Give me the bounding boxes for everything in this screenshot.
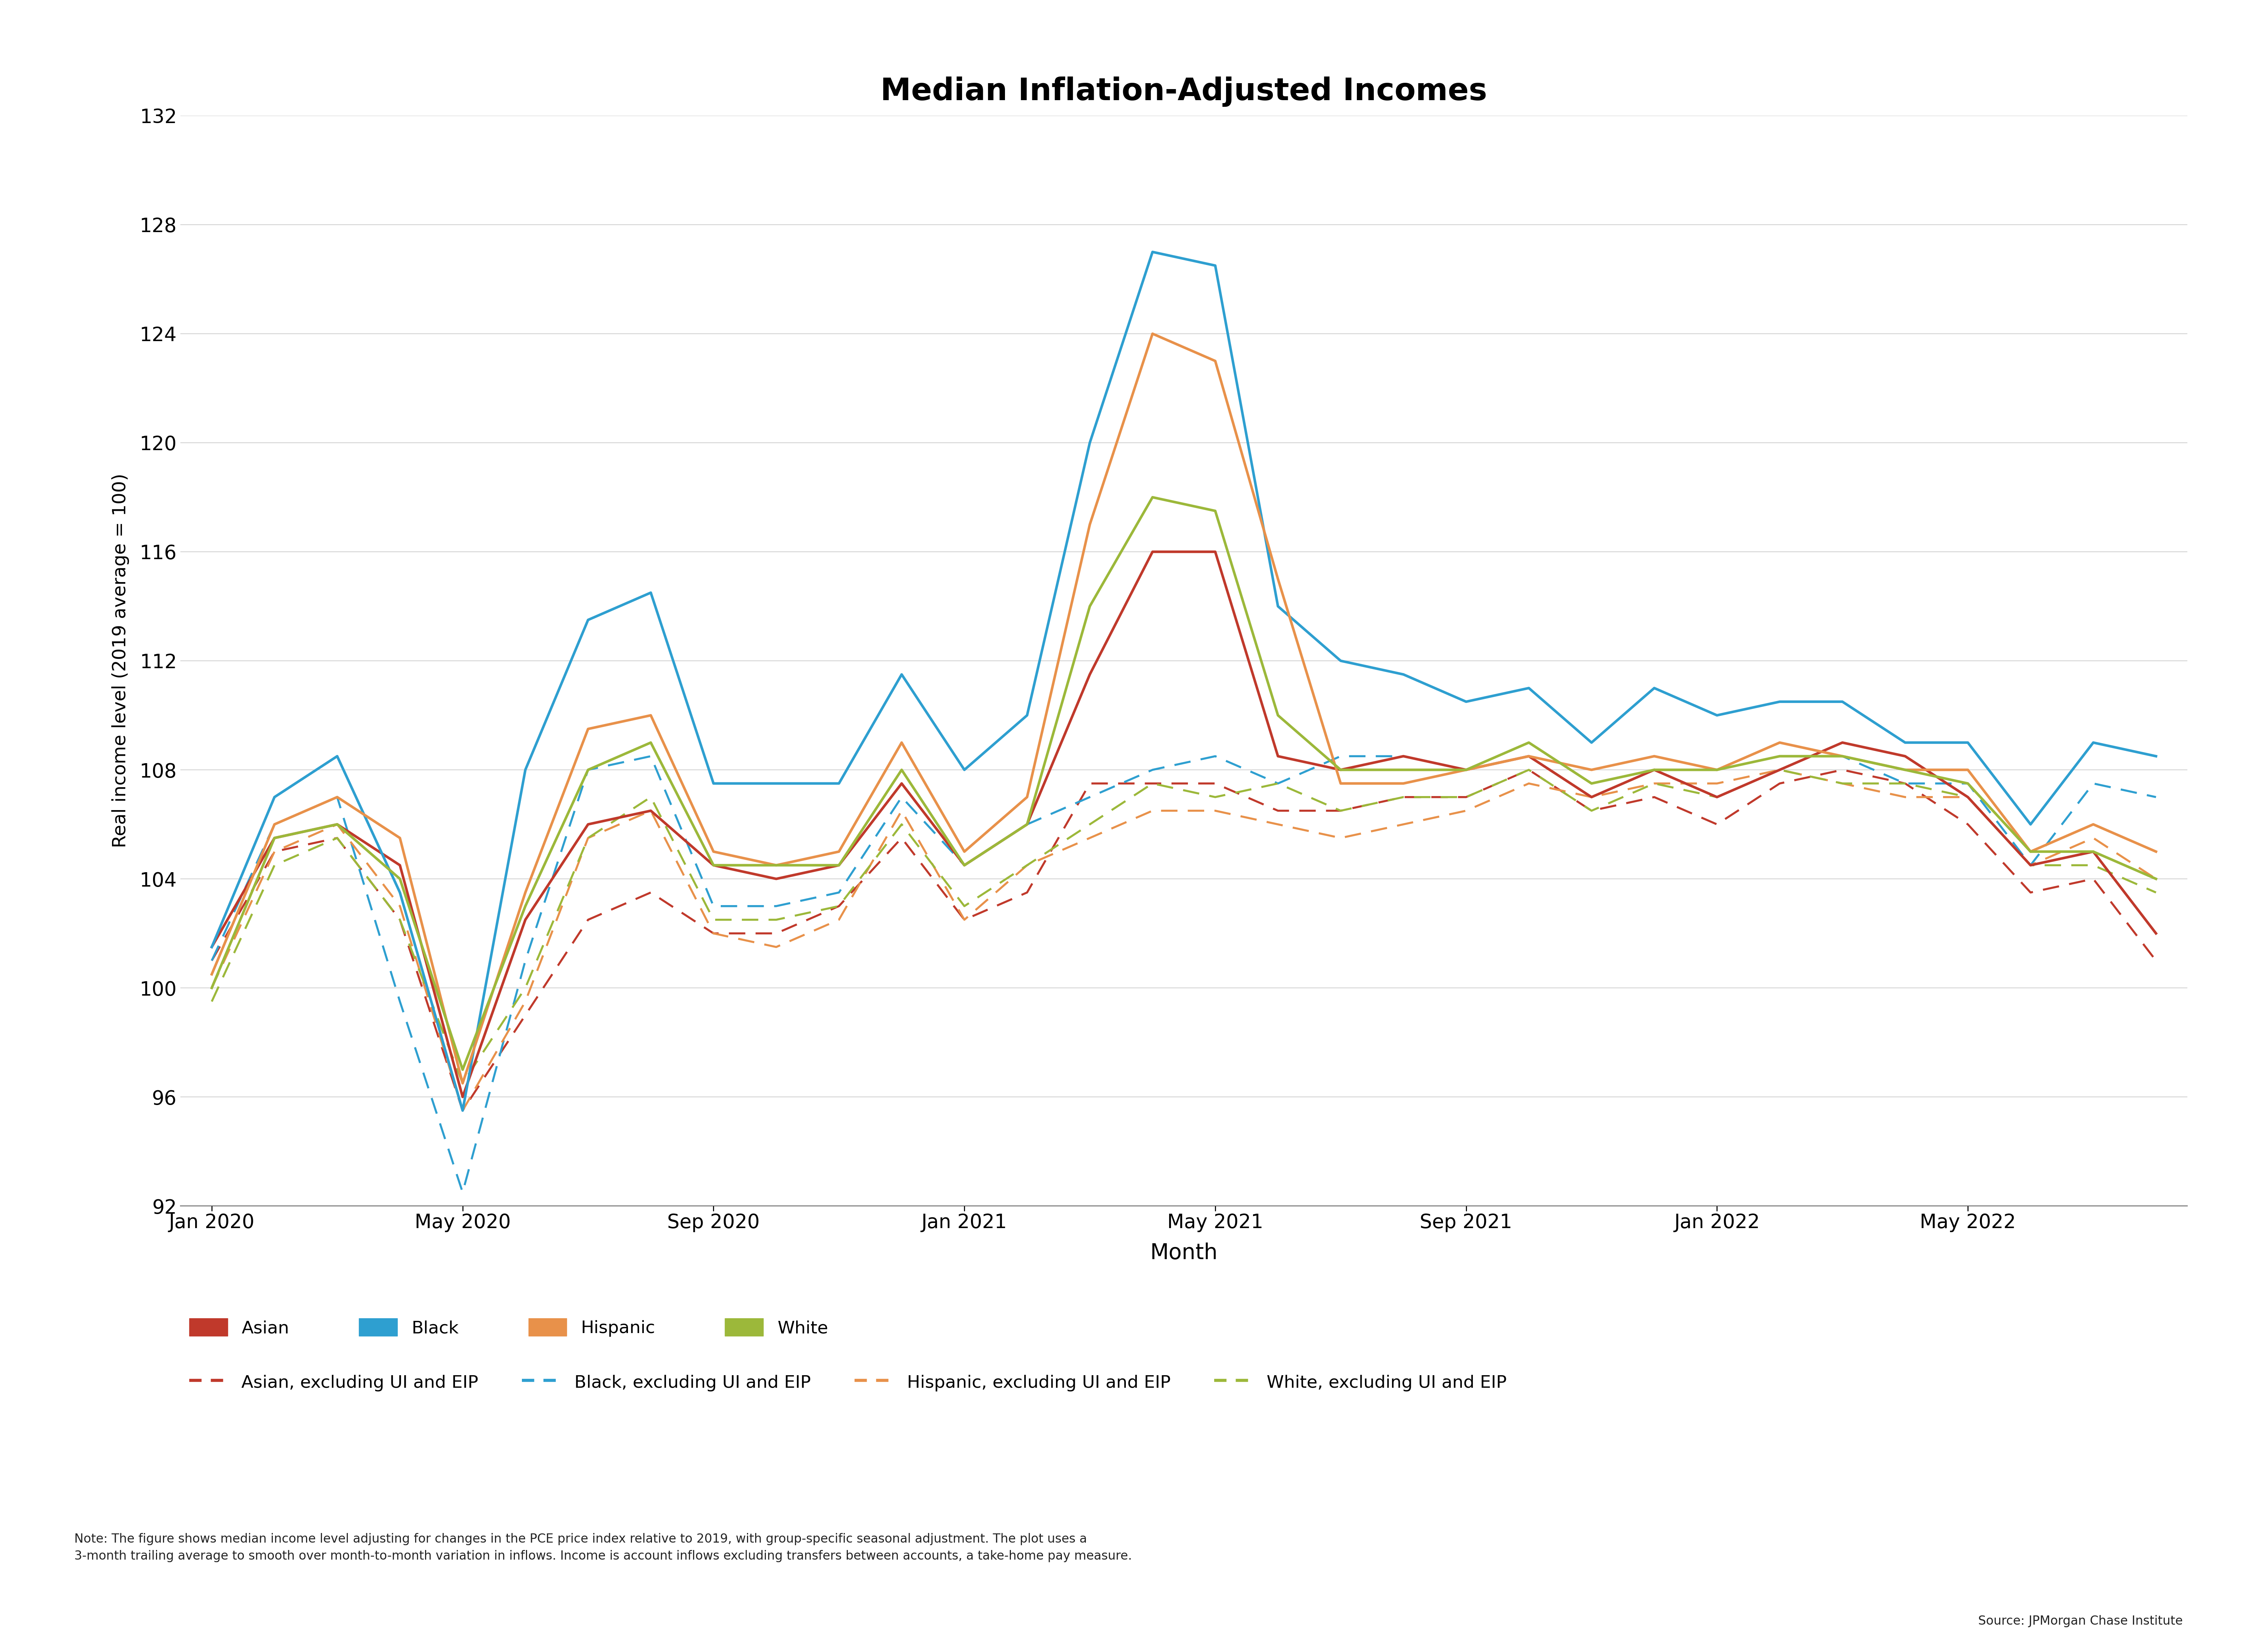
Text: Source: JPMorgan Chase Institute: Source: JPMorgan Chase Institute — [1978, 1616, 2183, 1627]
Y-axis label: Real income level (2019 average = 100): Real income level (2019 average = 100) — [110, 474, 129, 847]
X-axis label: Month: Month — [1150, 1242, 1218, 1264]
Text: Note: The figure shows median income level adjusting for changes in the PCE pric: Note: The figure shows median income lev… — [74, 1533, 1132, 1563]
Title: Median Inflation-Adjusted Incomes: Median Inflation-Adjusted Incomes — [879, 76, 1488, 107]
Legend: Asian, excluding UI and EIP, Black, excluding UI and EIP, Hispanic, excluding UI: Asian, excluding UI and EIP, Black, excl… — [189, 1373, 1506, 1391]
